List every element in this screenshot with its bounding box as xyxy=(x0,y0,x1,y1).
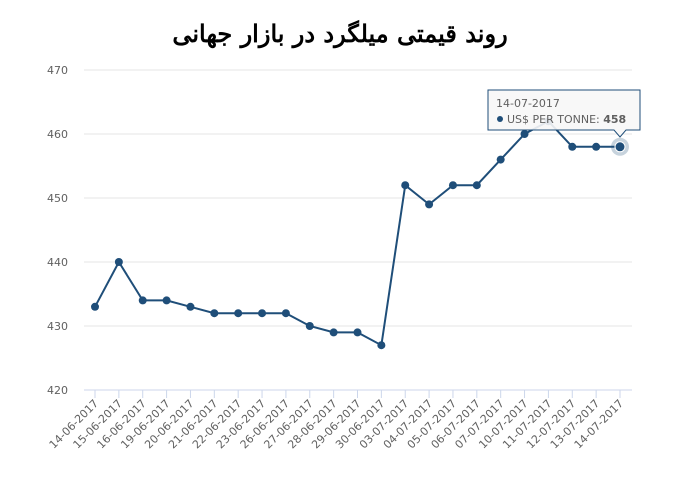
y-tick-label: 420 xyxy=(47,384,68,397)
data-point xyxy=(258,309,267,318)
data-point xyxy=(401,181,410,190)
y-tick-label: 430 xyxy=(47,320,68,333)
data-point xyxy=(520,130,529,138)
y-tick-label: 470 xyxy=(47,64,68,77)
tooltip-value: 458 xyxy=(603,113,626,126)
y-tick-label: 440 xyxy=(47,256,68,269)
data-point xyxy=(234,309,243,318)
data-point xyxy=(114,258,123,266)
data-point xyxy=(472,181,481,190)
y-tick-label: 450 xyxy=(47,192,68,205)
data-point xyxy=(91,302,99,311)
data-point xyxy=(305,322,314,330)
data-point xyxy=(162,296,171,305)
data-point xyxy=(281,309,290,318)
y-tick-label: 460 xyxy=(47,128,68,141)
chart-title: روند قیمتی میلگرد در بازار جهانی xyxy=(172,19,507,49)
data-point xyxy=(496,155,505,164)
data-point xyxy=(448,181,457,190)
tooltip-box xyxy=(487,89,641,138)
tooltip: 14-07-2017 US$ PER TONNE: 458 xyxy=(487,89,641,138)
hover-point xyxy=(614,141,626,153)
data-point xyxy=(186,302,195,311)
data-point xyxy=(210,309,219,318)
data-point xyxy=(329,328,338,337)
data-point xyxy=(377,341,386,350)
data-point xyxy=(425,200,434,209)
tooltip-text: US$ PER TONNE: 458 xyxy=(507,113,626,126)
series-line xyxy=(94,119,620,347)
data-point xyxy=(353,328,362,337)
tooltip-marker xyxy=(497,116,503,122)
tooltip-series: US$ PER TONNE xyxy=(507,113,596,126)
data-point xyxy=(568,142,577,151)
data-point xyxy=(592,142,601,151)
data-point xyxy=(138,296,147,305)
tooltip-date: 14-07-2017 xyxy=(496,97,560,110)
